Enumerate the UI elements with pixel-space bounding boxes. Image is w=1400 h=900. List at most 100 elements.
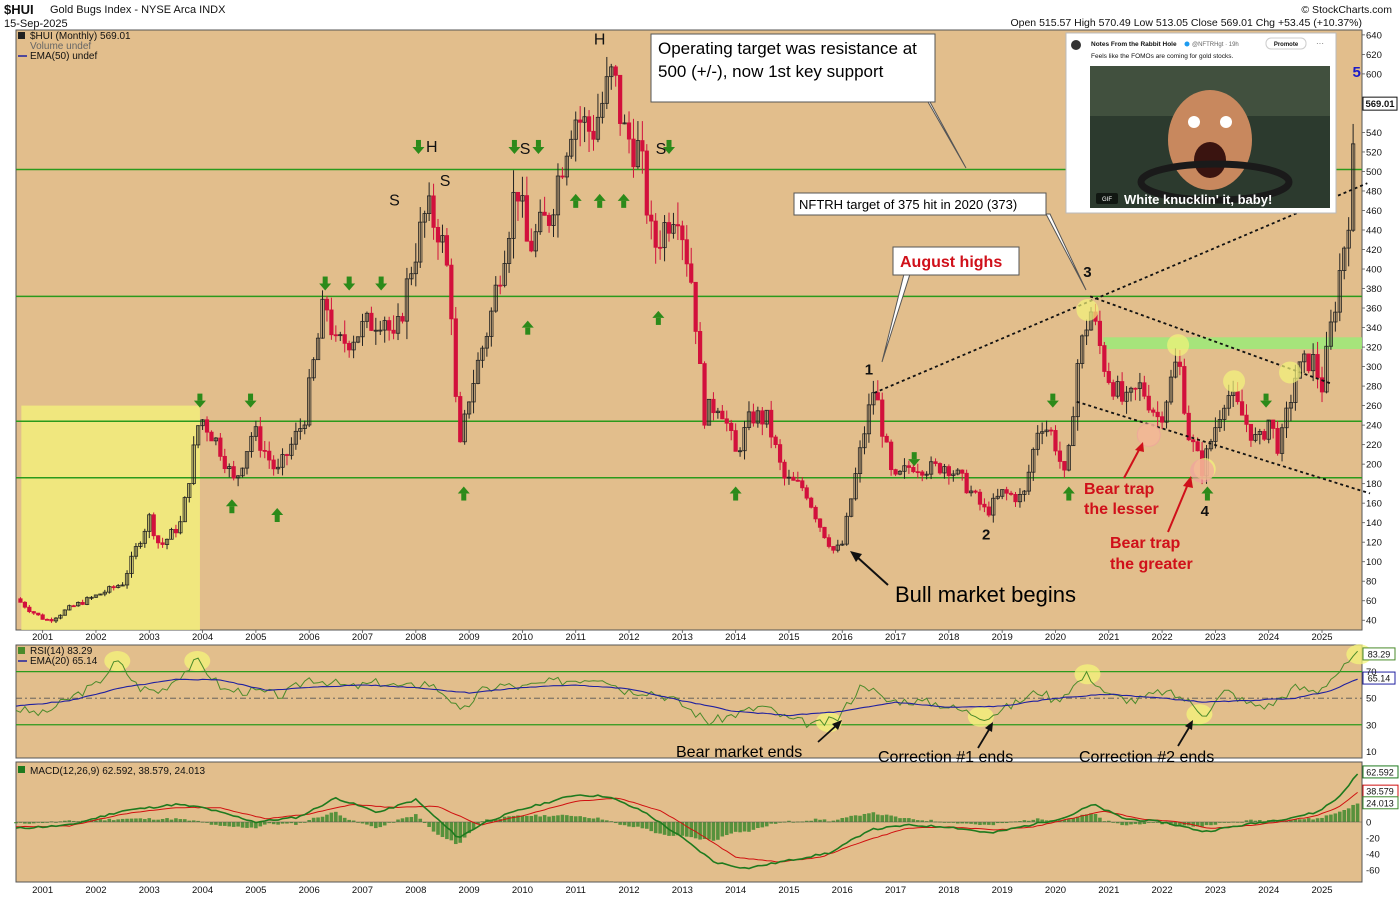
macd-histogram-bar <box>160 818 165 822</box>
candle-body <box>107 586 112 593</box>
candle-body <box>373 329 378 332</box>
macd-histogram-bar <box>618 822 622 825</box>
arrow-head <box>521 320 534 328</box>
macd-histogram-bar <box>836 819 840 822</box>
macd-histogram-bar <box>1138 822 1142 825</box>
candle-body <box>764 409 769 425</box>
correction2-arrow <box>1177 725 1191 747</box>
x-tick-label: 2013 <box>672 632 693 643</box>
up-arrow-icon <box>1201 486 1214 501</box>
candle-body <box>1040 431 1045 434</box>
arrow-shaft <box>1050 393 1056 401</box>
macd-histogram-bar <box>240 822 245 828</box>
macd-signal-line <box>16 792 1358 863</box>
macd-histogram-bar <box>893 816 898 822</box>
candle-body <box>395 316 401 334</box>
arrow-head <box>244 400 257 408</box>
price-y-tick-label: 40 <box>1366 616 1377 627</box>
candle-body <box>893 469 898 475</box>
macd-histogram-bar <box>875 814 880 822</box>
price-y-tick-label: 360 <box>1366 304 1382 315</box>
macd-histogram-bar <box>818 819 822 822</box>
x-tick-label: 2019 <box>992 632 1013 643</box>
macd-histogram-bar <box>334 811 338 822</box>
candle-body <box>595 116 601 140</box>
macd-histogram-bar <box>907 818 911 822</box>
candle-body <box>1271 419 1276 429</box>
x-tick-label: 2022 <box>1152 632 1173 643</box>
august-highs-text: August highs <box>900 254 1002 271</box>
macd-histogram-bar <box>143 819 147 822</box>
price-y-tick-label: 480 <box>1366 186 1382 197</box>
candle-body <box>471 383 476 403</box>
candle-body <box>387 320 392 331</box>
macd-histogram-bar <box>14 822 18 824</box>
x-tick-label: 2009 <box>459 632 480 643</box>
candle-body <box>280 454 285 468</box>
candle-body <box>751 411 756 424</box>
rsi-highlight-circle <box>184 650 211 671</box>
x-tick-label-bottom: 2010 <box>512 885 533 896</box>
candle-body <box>1000 489 1005 497</box>
x-tick-label: 2006 <box>299 632 320 643</box>
bear-trap-greater-annotation: Bear trap the greater <box>1110 476 1193 573</box>
macd-histogram-bar <box>316 817 320 822</box>
macd-histogram-bar <box>325 814 329 822</box>
macd-histogram-bar <box>1124 822 1129 826</box>
candle-body <box>404 278 410 322</box>
price-y-tick-label: 220 <box>1366 440 1382 451</box>
arrow-head <box>1260 400 1273 408</box>
candle-body <box>36 612 41 616</box>
arrow-head <box>508 146 521 154</box>
macd-histogram-bar <box>342 817 347 822</box>
macd-histogram-bar <box>920 820 925 822</box>
promote-button[interactable] <box>1265 37 1307 50</box>
macd-histogram-bar <box>542 815 547 822</box>
x-tick-label: 2025 <box>1311 632 1332 643</box>
wave-label: 1 <box>865 361 873 378</box>
candle-body <box>351 341 356 351</box>
candle-body <box>591 130 596 140</box>
x-tick-label: 2017 <box>885 632 906 643</box>
candle-body <box>826 537 832 547</box>
arrow-shaft <box>346 276 352 284</box>
rsi-line <box>15 650 1358 729</box>
support-band <box>1103 337 1362 350</box>
macd-histogram-bar <box>1035 818 1040 822</box>
high-label: High <box>1074 17 1096 29</box>
macd-histogram-bar <box>525 815 529 822</box>
rsi-value-label: 83.29 <box>1368 649 1391 659</box>
candle-body <box>1164 401 1169 423</box>
macd-histogram-bar <box>405 817 409 822</box>
price-y-tick-label: 340 <box>1366 323 1382 334</box>
candle-body <box>1306 353 1311 372</box>
macd-histogram-bar <box>1075 816 1080 822</box>
pattern-label: S <box>440 173 451 190</box>
bear-trap-lesser-annotation: Bear trap the lesser <box>1084 442 1159 518</box>
price-y-tick-label: 100 <box>1366 557 1382 568</box>
candle-body <box>71 605 76 608</box>
candle-body <box>995 495 1000 499</box>
rsi-legend: RSI(14) 83.29 EMA(20) 65.14 <box>18 646 98 667</box>
arrow-head <box>412 146 425 154</box>
macd-histogram-bar <box>1240 821 1244 823</box>
candle-body <box>1057 450 1063 462</box>
macd-histogram-bar <box>742 822 747 832</box>
nftrh-target-box <box>793 192 1047 216</box>
macd-histogram-bar <box>902 818 907 822</box>
macd-histogram-bar <box>787 820 791 822</box>
price-y-tick-label: 60 <box>1366 596 1377 607</box>
more-options-icon[interactable]: ··· <box>1316 39 1324 48</box>
arrow-head <box>569 193 582 201</box>
last-price-label: 569.01 <box>1365 99 1395 110</box>
macd-histogram-bar <box>556 815 560 822</box>
candle-body <box>715 410 720 414</box>
arrow-head <box>319 283 332 291</box>
down-arrow-icon <box>375 276 388 291</box>
macd-histogram-bar <box>1218 822 1222 823</box>
ohlc-readout: Open 515.57 High 570.49 Low 513.05 Close… <box>1010 17 1362 29</box>
macd-histogram-bar <box>1337 811 1342 822</box>
candle-body <box>182 497 187 523</box>
macd-histogram-bar <box>36 822 41 823</box>
macd-histogram-bar <box>493 819 498 822</box>
